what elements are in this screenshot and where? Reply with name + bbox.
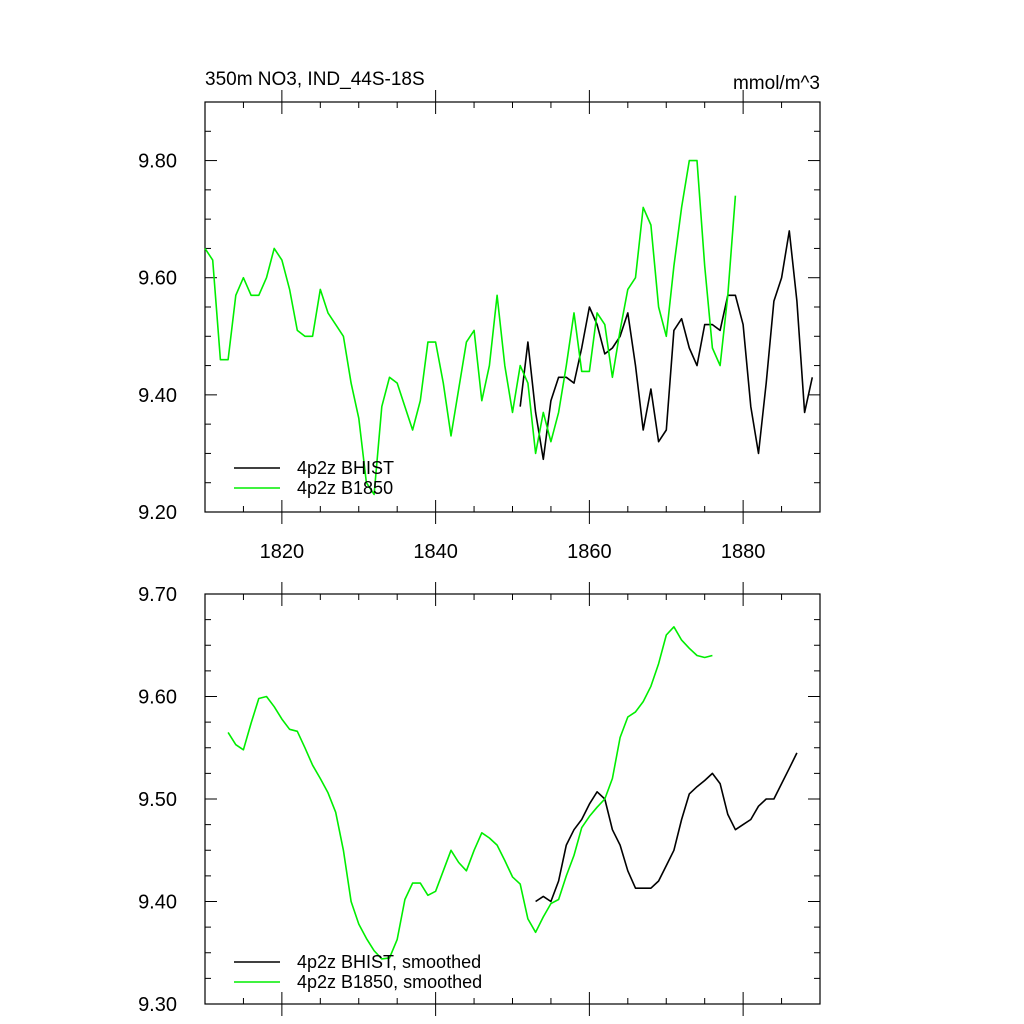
x-tick-label: 1880 [721, 541, 766, 563]
y-tick-label: 9.40 [138, 892, 177, 914]
plot-title: 350m NO3, IND_44S-18S [205, 69, 425, 90]
top-panel: 1820 1840 1860 1880 9.20 9.40 9.60 9.80 4p2z BHI… [138, 90, 821, 563]
plot-frame [204, 101, 821, 513]
series-line-b1850 [227, 625, 713, 960]
x-tick-label: 1820 [260, 541, 305, 563]
legend-label: 4p2z B1850, smoothed [297, 972, 482, 992]
series-line-bhist [519, 230, 814, 461]
series-line-bhist [535, 752, 798, 903]
y-tick-label: 9.30 [138, 994, 177, 1016]
y-tick-label: 9.20 [138, 502, 177, 524]
y-tick-label: 9.40 [138, 385, 177, 407]
legend-label: 4p2z B1850 [297, 478, 393, 498]
units-label: mmol/m^3 [733, 73, 820, 94]
legend-label: 4p2z BHIST [297, 458, 394, 478]
y-tick-label: 9.80 [138, 151, 177, 173]
bottom-panel: 9.30 9.40 9.50 9.60 9.70 4p2z BHIST, smoothed… [138, 582, 821, 1016]
legend-label: 4p2z BHIST, smoothed [297, 952, 481, 972]
y-tick-label: 9.50 [138, 789, 177, 811]
y-tick-label: 9.60 [138, 687, 177, 709]
x-tick-label: 1860 [567, 541, 612, 563]
series-line-b1850 [204, 159, 737, 496]
plot-frame [204, 593, 821, 1005]
x-tick-label: 1840 [413, 541, 458, 563]
y-tick-label: 9.60 [138, 268, 177, 290]
y-tick-label: 9.70 [138, 584, 177, 606]
